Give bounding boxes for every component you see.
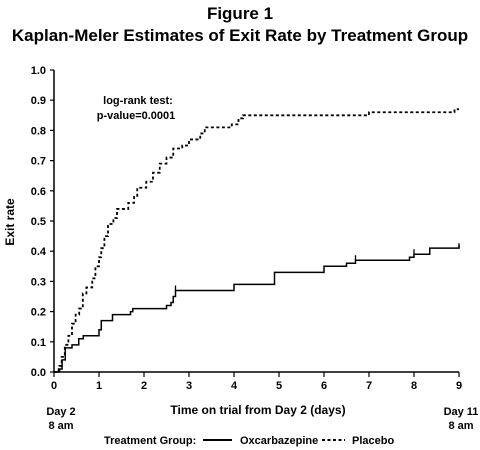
x-axis-label: Time on trial from Day 2 (days) — [170, 403, 345, 417]
x-tick-label: 3 — [186, 380, 192, 392]
legend-label-placebo: Placebo — [352, 435, 394, 447]
legend-label-oxcarbazepine: Oxcarbazepine — [240, 435, 318, 447]
y-tick-label: 0.4 — [31, 246, 47, 258]
y-tick-label: 0.9 — [31, 95, 46, 107]
y-tick-label: 0.7 — [31, 156, 46, 168]
x-start-label-line-2: 8 am — [48, 420, 73, 432]
x-start-label-line-1: Day 2 — [46, 406, 75, 418]
annotation-line-1: log-rank test: — [103, 95, 173, 107]
y-tick-label: 0.5 — [31, 216, 46, 228]
x-tick-label: 9 — [456, 380, 462, 392]
y-tick-label: 1.0 — [31, 65, 46, 77]
x-tick-label: 1 — [96, 380, 102, 392]
x-tick-label: 4 — [231, 380, 238, 392]
x-tick-label: 6 — [321, 380, 327, 392]
x-tick-label: 2 — [141, 380, 147, 392]
y-tick-label: 0.2 — [31, 307, 46, 319]
x-end-label-line-2: 8 am — [448, 420, 473, 432]
legend: Treatment Group: Oxcarbazepine Placebo — [104, 435, 394, 447]
annotation-line-2: p-value=0.0001 — [97, 110, 176, 122]
figure-title: Figure 1 — [206, 4, 274, 23]
series-line-placebo — [54, 108, 459, 373]
x-ticks: 0 1 2 3 4 5 6 7 8 9 — [51, 372, 462, 392]
x-end-label-line-1: Day 11 — [444, 406, 479, 418]
y-ticks: 0.0 0.1 0.2 0.3 0.4 0.5 0.6 0.7 0.8 0.9 1.0 — [31, 65, 54, 379]
series-lines — [54, 108, 460, 373]
y-tick-label: 0.6 — [31, 186, 46, 198]
x-tick-label: 0 — [51, 380, 57, 392]
x-tick-label: 7 — [366, 380, 372, 392]
y-tick-label: 0.1 — [31, 337, 46, 349]
x-tick-label: 8 — [411, 380, 417, 392]
y-tick-label: 0.8 — [31, 125, 46, 137]
x-tick-label: 5 — [276, 380, 282, 392]
chart-title: Kaplan-Meler Estimates of Exit Rate by T… — [11, 26, 469, 45]
y-tick-label: 0.3 — [31, 276, 46, 288]
y-axis-label: Exit rate — [3, 198, 17, 246]
legend-title: Treatment Group: — [104, 435, 196, 447]
y-tick-label: 0.0 — [31, 367, 46, 379]
series-line-oxcarbazepine — [54, 245, 460, 373]
